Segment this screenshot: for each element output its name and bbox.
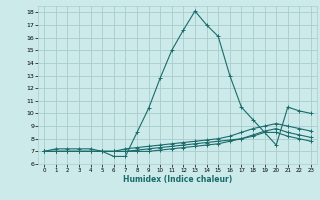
X-axis label: Humidex (Indice chaleur): Humidex (Indice chaleur) <box>123 175 232 184</box>
